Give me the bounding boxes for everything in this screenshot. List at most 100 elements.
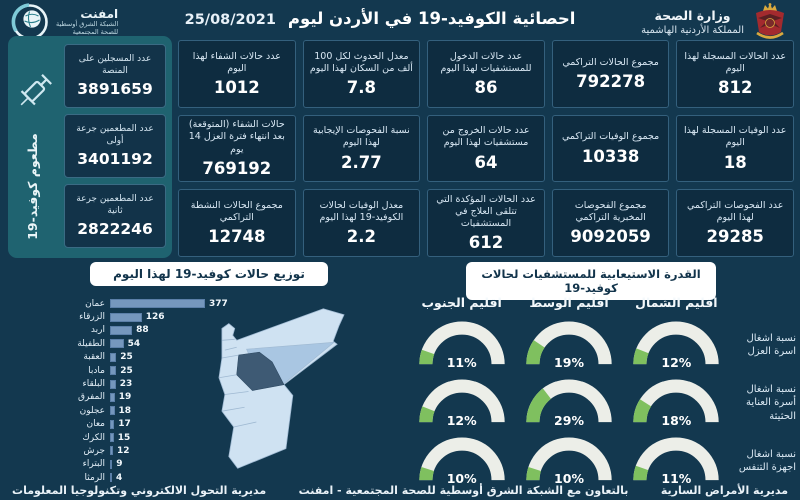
title-text: احصائية الكوفيد-19 في الأردن ليوم — [287, 9, 576, 28]
gauge-row-label: نسبة اشغال أسرة العناية الحثيثة — [746, 383, 796, 422]
bar-category-label: الكرك — [82, 432, 105, 443]
bar-value: 25 — [120, 365, 133, 376]
bar-row: العقبة 25 — [64, 351, 404, 364]
capacity-gauge: 19% — [525, 319, 613, 371]
hospital-capacity-section: القدرة الاستيعابية للمستشفيات لحالات كوف… — [408, 262, 796, 490]
stat-label: مجموع الفحوصات المخبرية التراكمي — [574, 200, 647, 224]
region-header: اقليم الشمال — [635, 295, 718, 310]
bar — [110, 325, 133, 335]
bar — [110, 312, 142, 322]
bar-value: 12 — [117, 445, 130, 456]
capacity-gauge: 11% — [418, 319, 506, 371]
gauge-percent-label: 10% — [554, 471, 584, 486]
bar-category-label: المفرق — [78, 392, 105, 403]
stat-label: عدد حالات الخروج من مستشفيات لهذا اليوم — [442, 125, 530, 149]
bar-value: 9 — [116, 459, 123, 470]
vaccinated-vertical-label: مطعوم كوفيد-19 — [24, 132, 40, 240]
stat-label: عدد الفحوصات التراكمي لهذا اليوم — [686, 200, 784, 224]
bar-value: 88 — [136, 325, 149, 336]
gauge-percent-label: 11% — [661, 471, 692, 486]
bar-value: 23 — [119, 379, 133, 390]
stat-card: مجموع الحالات النشطة التراكمي 12748 — [178, 189, 296, 257]
bar-row: الرمثا 4 — [64, 471, 404, 484]
bar-category-label: مادبا — [88, 365, 105, 376]
stat-value: 812 — [717, 77, 753, 97]
region-header: اقليم الجنوب — [421, 295, 502, 310]
stat-label: نسبة الفحوصات الإيجابية لهذا اليوم — [313, 125, 410, 149]
vaccination-stat-value: 3891659 — [77, 79, 153, 98]
bar — [110, 392, 115, 402]
gauge-percent-label: 19% — [554, 355, 584, 370]
bar-value: 54 — [127, 338, 141, 349]
footer-center: بالتعاون مع الشبكة الشرق أوسطية للصحة ال… — [298, 484, 629, 497]
gauge-percent-label: 10% — [446, 471, 477, 486]
bar — [110, 339, 124, 349]
stat-card: عدد حالات الشفاء لهذا اليوم 1012 — [178, 40, 296, 108]
bar — [110, 379, 116, 389]
bar-category-label: العقبة — [83, 352, 105, 363]
vaccination-stat-card: عدد المطعمين جرعة أولى 3401192 — [64, 114, 166, 178]
bar-category-label: عجلون — [79, 405, 105, 416]
bar-row: الزرقاء 126 — [64, 310, 404, 323]
bar-row: عجلون 18 — [64, 404, 404, 417]
bar — [110, 419, 115, 429]
stat-card: حالات الشفاء (المتوقعة) بعد انتهاء فترة … — [178, 114, 296, 183]
footer-right: مديرية الأمراض السارية — [660, 484, 788, 497]
capacity-gauge: 18% — [632, 377, 720, 429]
gauge-arc — [418, 437, 505, 481]
emphnet-line1: الشبكة الشرق أوسطية — [56, 20, 119, 29]
gauge-arc — [418, 321, 505, 365]
stat-card: عدد حالات الخروج من مستشفيات لهذا اليوم … — [427, 114, 545, 183]
vaccinated-vertical-label-wrap: مطعوم كوفيد-19 — [10, 116, 54, 256]
bar-value: 18 — [118, 405, 132, 416]
stat-value: 769192 — [202, 158, 272, 178]
stat-value: 2.77 — [341, 152, 382, 172]
bar-value: 19 — [118, 392, 132, 403]
ministry-subtitle: المملكة الأردنية الهاشمية — [641, 25, 744, 37]
bar — [110, 473, 112, 483]
vaccination-cards: عدد المسجلين على المنصة 3891659 عدد المط… — [64, 44, 166, 248]
capacity-gauge: 10% — [418, 435, 506, 487]
stat-label: حالات الشفاء (المتوقعة) بعد انتهاء فترة … — [188, 119, 285, 155]
gauge-row-label: نسبة اشغال اجهزة التنفس — [738, 448, 796, 474]
vaccination-stat-label: عدد المطعمين جرعة أولى — [76, 124, 154, 146]
bar-category-label: الزرقاء — [79, 312, 105, 323]
report-date: 25/08/2021 — [184, 12, 276, 28]
vaccination-panel: مطعوم كوفيد-19 عدد المسجلين على المنصة 3… — [8, 36, 172, 258]
gauge-arc — [526, 321, 612, 365]
stat-card: عدد الحالات المؤكدة التي تتلقى العلاج في… — [427, 189, 545, 257]
gauge-row-label: نسبة اشغال اسرة العزل — [746, 332, 796, 358]
footer-left: مديرية التحول الالكتروني وتكنولوجيا المع… — [12, 484, 267, 497]
bar-row: جرش 12 — [64, 444, 404, 457]
stat-value: 612 — [468, 233, 504, 253]
bar-category-label: البتراء — [82, 459, 105, 470]
gauge-grid-corner — [730, 295, 796, 315]
stat-label: عدد الوفيات المسجلة لهذا اليوم — [684, 125, 787, 149]
bar-category-label: اربد — [90, 325, 105, 336]
gauge-arc — [633, 379, 720, 423]
bar-row: المفرق 19 — [64, 391, 404, 404]
stat-card: مجموع الوفيات التراكمي 10338 — [551, 114, 670, 183]
stat-card: نسبة الفحوصات الإيجابية لهذا اليوم 2.77 — [302, 114, 421, 183]
stat-card: مجموع الفحوصات المخبرية التراكمي 9092059 — [551, 189, 670, 257]
capacity-gauge: 12% — [418, 377, 506, 429]
stat-card: عدد الحالات المسجلة لهذا اليوم 812 — [676, 40, 794, 108]
bar — [110, 366, 117, 376]
vaccination-stat-card: عدد المسجلين على المنصة 3891659 — [64, 44, 166, 108]
vaccination-stat-value: 3401192 — [77, 149, 153, 168]
stat-label: مجموع الوفيات التراكمي — [562, 131, 660, 143]
bar-value: 126 — [145, 312, 165, 323]
gauge-percent-label: 29% — [554, 413, 584, 428]
gauge-percent-label: 12% — [446, 413, 477, 428]
emphnet-line2: للصحة المجتمعية — [72, 27, 119, 36]
capacity-gauge: 29% — [525, 377, 613, 429]
bar-category-label: معان — [86, 419, 105, 430]
bar-value: 15 — [117, 432, 131, 443]
bar-category-label: الطفيلة — [77, 338, 105, 349]
bar-row: الكرك 15 — [64, 431, 404, 444]
capacity-title: القدرة الاستيعابية للمستشفيات لحالات كوف… — [466, 262, 716, 300]
gauge-arc — [526, 437, 612, 481]
bar-row: معان 17 — [64, 418, 404, 431]
stat-value: 10338 — [581, 146, 640, 166]
bar-value: 4 — [116, 472, 123, 483]
